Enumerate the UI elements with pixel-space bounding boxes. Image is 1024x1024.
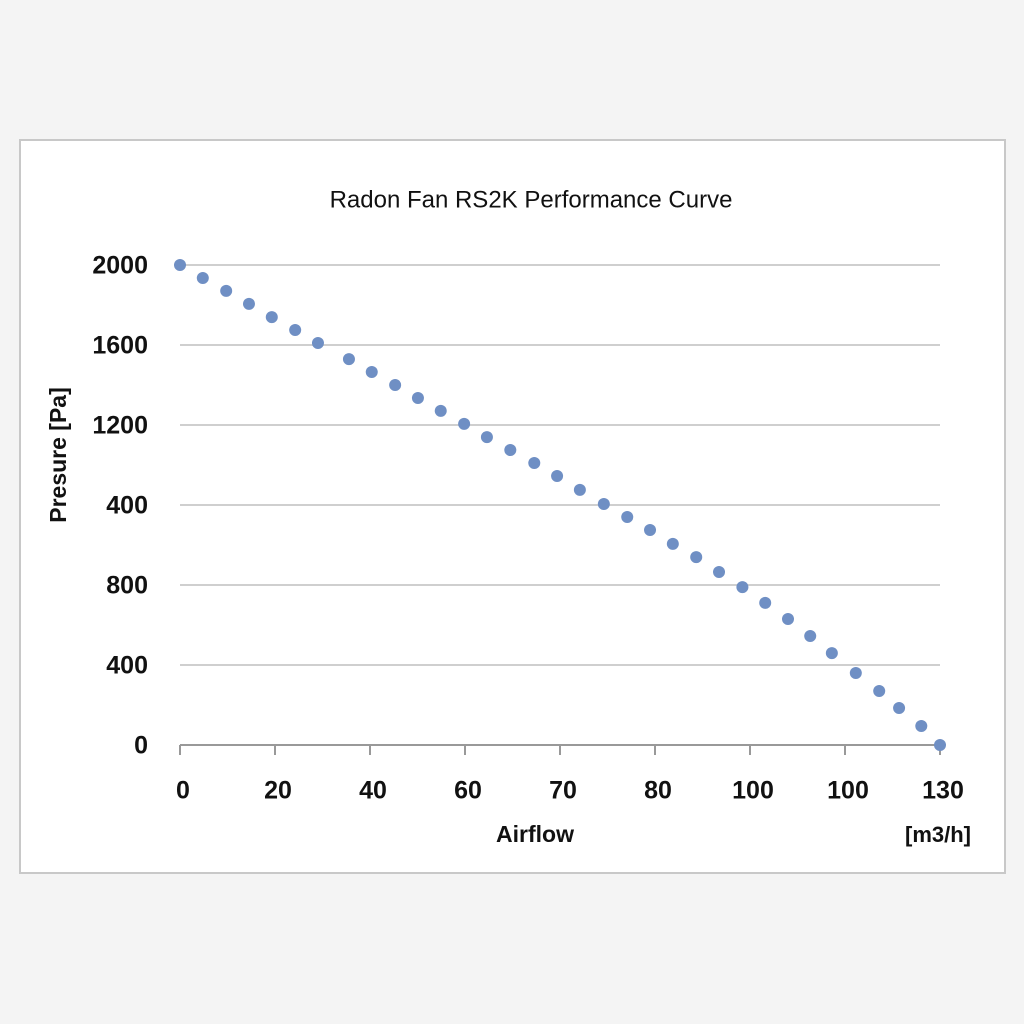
data-point [573, 483, 586, 496]
data-point [849, 667, 862, 679]
data-point [458, 417, 471, 430]
data-point [220, 284, 233, 297]
data-point [934, 739, 946, 751]
y-tick-label: 1200 [92, 412, 148, 440]
data-point [342, 353, 355, 366]
x-tick-label: 130 [922, 777, 964, 805]
y-tick-label: 0 [134, 732, 148, 760]
data-point [389, 379, 402, 391]
data-point [915, 720, 928, 733]
data-point [289, 324, 302, 337]
x-tick-label: 20 [264, 777, 292, 805]
data-point [528, 457, 541, 469]
data-point [644, 523, 657, 536]
data-point [759, 596, 772, 609]
data-point [265, 311, 278, 324]
x-tick-label: 40 [359, 777, 387, 805]
y-tick-label: 1600 [92, 332, 148, 360]
data-point [690, 551, 703, 564]
data-point [666, 537, 679, 550]
x-tick-label: 80 [644, 777, 672, 805]
data-point [365, 366, 378, 379]
data-point [873, 685, 886, 697]
y-tick-label: 2000 [92, 252, 148, 280]
data-point [782, 613, 794, 625]
y-axis-label: Presure [Pa] [45, 387, 71, 523]
y-tick-label: 400 [106, 652, 148, 680]
data-point [242, 297, 255, 310]
data-point [504, 444, 517, 457]
data-point [434, 404, 447, 417]
data-point [597, 498, 610, 511]
y-tick-label: 400 [106, 492, 148, 520]
chart-panel [19, 139, 1006, 874]
data-point [196, 271, 209, 284]
x-tick-label: 100 [732, 777, 774, 805]
x-tick-label: 70 [549, 777, 577, 805]
x-tick-label: 60 [454, 777, 482, 805]
data-point [893, 702, 906, 715]
x-tick-label: 100 [827, 777, 869, 805]
data-point [311, 337, 324, 349]
data-point [480, 431, 493, 444]
data-point [621, 511, 634, 523]
x-axis-label: Airflow [496, 821, 574, 847]
data-point [804, 630, 817, 643]
x-tick-label: 0 [176, 777, 190, 805]
x-axis-unit: [m3/h] [905, 822, 971, 847]
data-point [174, 259, 186, 271]
data-point [551, 469, 564, 482]
data-point [411, 391, 424, 404]
chart-title: Radon Fan RS2K Performance Curve [330, 186, 733, 213]
data-point [713, 565, 726, 578]
y-tick-label: 800 [106, 572, 148, 600]
data-point [825, 647, 838, 660]
data-point [736, 581, 749, 594]
